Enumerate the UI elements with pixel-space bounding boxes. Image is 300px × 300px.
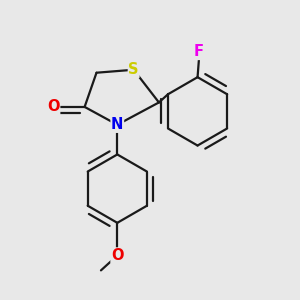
- Text: O: O: [111, 248, 124, 263]
- Text: S: S: [128, 62, 139, 77]
- Text: O: O: [47, 99, 60, 114]
- Text: F: F: [194, 44, 204, 59]
- Text: N: N: [111, 117, 124, 132]
